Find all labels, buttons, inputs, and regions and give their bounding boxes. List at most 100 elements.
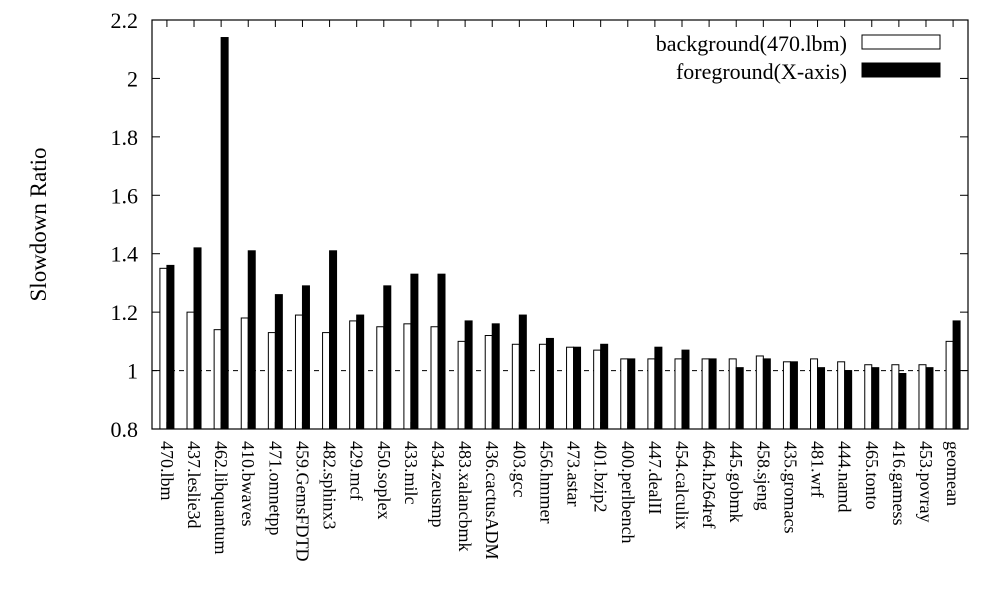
y-tick-label: 0.8 [111, 417, 139, 442]
bar-foreground [518, 314, 527, 430]
x-category-label: 444.namd [835, 441, 855, 513]
x-category-label: 456.hmmer [536, 441, 556, 524]
bar-foreground [925, 367, 934, 430]
bar-background [322, 332, 331, 430]
bar-foreground [762, 358, 771, 430]
x-category-label: 471.omnetpp [265, 441, 285, 536]
bar-foreground [817, 367, 826, 430]
bar-foreground [274, 294, 283, 430]
x-category-label: 416.gamess [889, 441, 909, 526]
bar-background [674, 358, 683, 430]
bar-foreground [301, 285, 310, 430]
bar-foreground [410, 273, 419, 430]
bar-background [294, 314, 303, 430]
bar-background [186, 311, 195, 430]
bar-foreground [247, 250, 256, 430]
bar-background [240, 317, 249, 430]
x-category-label: 483.xalancbmk [455, 441, 475, 551]
y-tick-label: 1.6 [111, 183, 139, 208]
x-category-label: 433.milc [401, 441, 421, 505]
x-category-labels: 470.lbm 437.leslie3d 462.libquantum 410.bwa… [157, 20, 963, 562]
legend-label-background: background(470.lbm) [656, 31, 847, 56]
bar-background [213, 329, 222, 430]
x-category-label: 400.perlbench [618, 441, 638, 543]
bar-background [810, 358, 819, 430]
bar-foreground [789, 361, 798, 430]
bar-background [566, 346, 575, 430]
legend-label-foreground: foreground(X-axis) [676, 59, 847, 84]
x-category-label: 403.gcc [509, 441, 529, 497]
x-category-label: 454.calculix [672, 441, 692, 529]
legend-swatch-foreground [861, 62, 941, 78]
bar-background [782, 361, 791, 430]
x-category-label: 410.bwaves [238, 441, 258, 526]
bar-background [593, 349, 602, 430]
bar-foreground [193, 247, 202, 430]
bar-foreground [600, 343, 609, 430]
bar-background [647, 358, 656, 430]
bar-foreground [464, 320, 473, 430]
bar-background [864, 364, 873, 430]
y-axis-title: Slowdown Ratio [26, 148, 51, 302]
bar-background [376, 326, 385, 430]
bar-background [511, 343, 520, 430]
x-category-label: 437.leslie3d [184, 441, 204, 529]
bar-background [538, 343, 547, 430]
bar-foreground [627, 358, 636, 430]
x-category-label: 401.bzip2 [591, 441, 611, 513]
y-tick-label: 2 [127, 66, 138, 91]
bar-foreground [545, 337, 554, 430]
x-category-label: 481.wrf [808, 441, 828, 498]
x-category-label: geomean [943, 441, 963, 506]
y-tick-label: 2.2 [111, 8, 139, 33]
x-category-label: 465.tonto [862, 441, 882, 510]
x-category-label: 436.cactusADM [482, 441, 502, 559]
bar-background [728, 358, 737, 430]
bar-foreground [708, 358, 717, 430]
y-tick-label: 1.4 [111, 242, 139, 267]
x-category-label: 429.mcf [347, 441, 367, 500]
x-category-label: 445.gobmk [726, 441, 746, 523]
bar-foreground [356, 314, 365, 430]
bar-background [837, 361, 846, 430]
bar-foreground [329, 250, 338, 430]
bar-background [918, 364, 927, 430]
bar-foreground [573, 346, 582, 430]
bar-foreground [166, 264, 175, 430]
legend-swatch-background [861, 34, 941, 50]
bar-background [484, 335, 493, 430]
bar-foreground [220, 37, 229, 430]
bar-foreground [898, 372, 907, 430]
bar-foreground [844, 370, 853, 430]
bar-foreground [871, 367, 880, 430]
x-category-label: 434.zeusmp [428, 441, 448, 527]
bar-background [620, 358, 629, 430]
x-category-label: 473.astar [564, 441, 584, 506]
bar-background [701, 358, 710, 430]
bar-background [430, 326, 439, 430]
bar-background [945, 340, 954, 430]
x-category-label: 447.dealII [645, 441, 665, 514]
legend: background(470.lbm) foreground(X-axis) [656, 31, 941, 84]
y-ticks-layer: 0.8 1 1.2 1.4 1.6 1.8 2 2.2 [111, 8, 968, 442]
bar-foreground [952, 320, 961, 430]
plot-frame [151, 19, 969, 430]
bar-background [267, 332, 276, 430]
bar-foreground [735, 367, 744, 430]
bar-background [349, 320, 358, 430]
y-tick-label: 1.2 [111, 300, 139, 325]
x-category-label: 482.sphinx3 [320, 441, 340, 530]
x-category-label: 450.soplex [374, 441, 394, 520]
x-category-label: 459.GemsFDTD [292, 441, 312, 562]
x-category-label: 470.lbm [157, 441, 177, 501]
x-category-label: 435.gromacs [780, 441, 800, 533]
bar-foreground [383, 285, 392, 430]
x-category-label: 464.h264ref [699, 441, 719, 528]
bar-background [403, 323, 412, 430]
x-category-label: 453.povray [916, 441, 936, 522]
bar-foreground [681, 349, 690, 430]
x-category-label: 458.sjeng [753, 441, 773, 511]
bar-foreground [437, 273, 446, 430]
